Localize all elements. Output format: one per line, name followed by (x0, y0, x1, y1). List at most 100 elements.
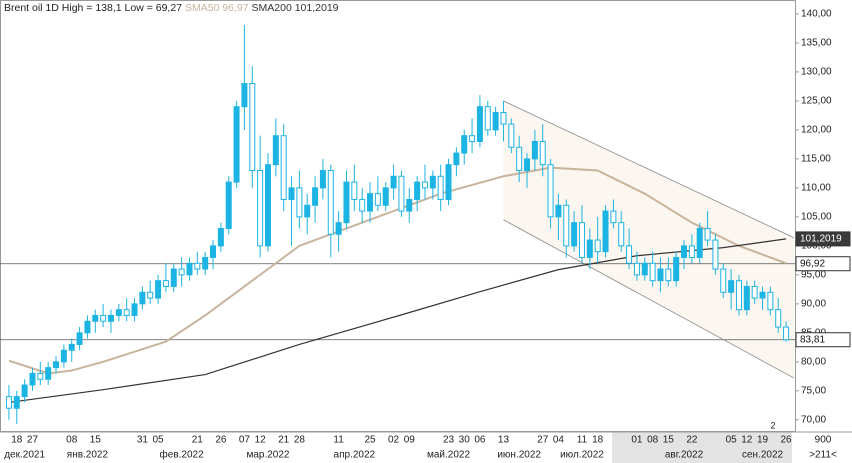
candle-body (516, 146, 523, 171)
candle-body (5, 396, 12, 409)
candle-body (225, 181, 232, 229)
candle-body (461, 135, 468, 154)
x-tick-label: 12 (741, 435, 753, 446)
candle-body (296, 187, 303, 218)
month-label: сен.2022 (742, 450, 784, 461)
x-tick-label: 23 (443, 435, 455, 446)
candle-body (257, 169, 264, 247)
candle-body (783, 326, 790, 341)
candle-body (304, 204, 311, 218)
candle-body (139, 291, 146, 305)
candle-body (696, 227, 703, 258)
candle-body (429, 175, 436, 189)
plot (0, 24, 795, 425)
y-tick-label: 110,00 (801, 183, 831, 194)
month-label: июн.2022 (497, 450, 541, 461)
candle-body (626, 245, 633, 264)
candle-body (571, 222, 578, 247)
x-tick-label: 09 (404, 435, 416, 446)
candle-body (53, 361, 60, 369)
x-tick-label: 15 (90, 435, 102, 446)
candle-body (728, 280, 735, 293)
candle-body (115, 309, 122, 316)
candle-body (312, 187, 319, 206)
candle-body (657, 268, 664, 282)
x-tick-label: 04 (553, 435, 565, 446)
candle-body (76, 332, 83, 345)
candle-body (775, 309, 782, 328)
candle-body (84, 320, 91, 334)
candle-body (437, 175, 444, 200)
candle-body (319, 169, 326, 189)
candle-body (469, 135, 476, 142)
candle-body (162, 280, 169, 287)
candle-body (343, 181, 350, 224)
price-label: 101,2019 (800, 234, 842, 245)
x-tick-label: 11 (333, 435, 344, 446)
candle-body (21, 384, 28, 398)
candle-body (288, 187, 295, 200)
x-tick-label: 28 (294, 435, 306, 446)
price-label: 96,92 (800, 258, 825, 269)
y-tick-label: 90,00 (801, 298, 826, 309)
candle-body (272, 135, 279, 166)
candle-body (743, 285, 750, 311)
candle-body (233, 106, 240, 183)
candle-body (673, 256, 680, 282)
trendline (503, 219, 795, 379)
candle-body (539, 140, 546, 166)
range-label: >211< (809, 450, 837, 461)
x-tick-label: 22 (686, 435, 698, 446)
candle-body (131, 303, 138, 316)
candle-body (767, 291, 774, 311)
legend-entry: SMA200 101,2019 (252, 2, 339, 14)
y-tick-label: 95,00 (801, 269, 826, 280)
candle-body (359, 198, 366, 212)
candle-body (484, 106, 491, 131)
chart-title: Brent oil 1D High = 138,1 Low = 69,27 SM… (4, 2, 339, 14)
sma-line (8, 238, 787, 404)
candle-body (524, 158, 531, 171)
month-label: авг.2022 (665, 450, 704, 461)
x-tick-label: 18 (592, 435, 604, 446)
candle-body (100, 314, 107, 322)
candle-body (547, 164, 554, 218)
month-label: мар.2022 (246, 450, 289, 461)
candle-body (13, 396, 20, 409)
candle-body (445, 164, 452, 200)
x-tick-label: 18 (11, 435, 23, 446)
price-label: 83,81 (800, 334, 825, 345)
candle-body (712, 239, 719, 270)
candle-body (681, 245, 688, 258)
trendline (503, 100, 795, 239)
zoom-label: 900 (815, 435, 832, 446)
candle-body (264, 164, 271, 247)
y-tick-label: 120,00 (801, 125, 832, 136)
x-tick-label: 05 (726, 435, 738, 446)
month-label: фев.2022 (160, 449, 205, 461)
candle-body (704, 227, 711, 241)
candle-body (45, 367, 52, 380)
month-label: янв.2022 (67, 450, 109, 461)
candle-body (406, 198, 413, 212)
pane-label: 2 (770, 420, 775, 430)
x-tick-label: 27 (27, 435, 39, 446)
month-label: дек.2021 (4, 450, 45, 461)
title-text: Brent oil 1D High = 138,1 Low = 69,27 (4, 2, 182, 14)
scroll-region (612, 432, 792, 463)
candle-body (68, 343, 75, 351)
channel-fill (503, 100, 794, 379)
x-tick-label: 30 (459, 435, 471, 446)
x-tick-label: 26 (215, 435, 227, 446)
x-tick-label: 02 (388, 435, 400, 446)
candle-body (390, 175, 397, 189)
candle-body (649, 262, 656, 282)
candle-body (453, 152, 460, 166)
candle-body (170, 268, 177, 287)
candle-body (202, 256, 209, 270)
y-tick-label: 75,00 (801, 385, 826, 396)
candle-body (217, 227, 224, 247)
candle-body (759, 291, 766, 299)
y-tick-label: 140,00 (801, 9, 832, 20)
